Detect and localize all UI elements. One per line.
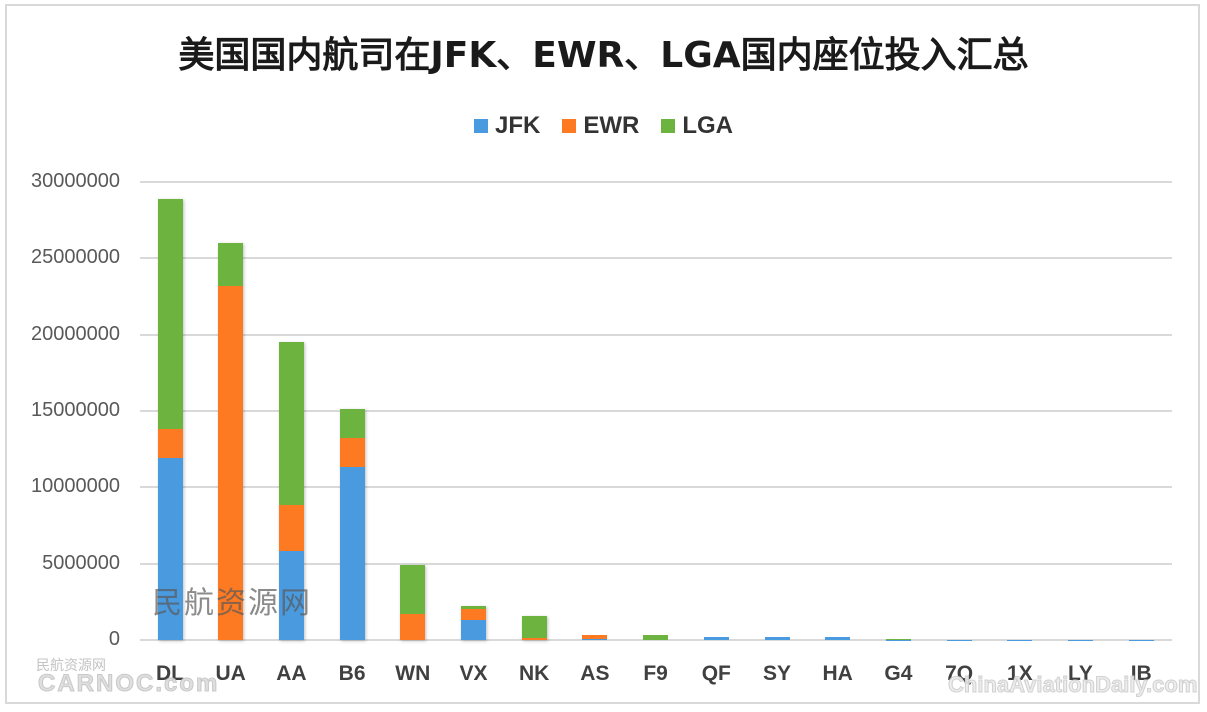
bar-segment-lga	[157, 198, 183, 430]
x-axis-tick-label: 7Q	[945, 662, 974, 685]
chart-legend: JFK EWR LGA	[0, 112, 1207, 140]
bar-segment-jfk	[764, 636, 790, 640]
x-axis-tick-label: HA	[822, 662, 853, 685]
bar-segment-lga	[643, 635, 669, 640]
bar-segment-jfk	[703, 636, 729, 640]
bar-as	[582, 634, 608, 640]
bar-segment-ewr	[278, 504, 304, 552]
bar-sy	[764, 636, 790, 640]
x-axis-tick-label: WN	[395, 662, 431, 685]
bar-segment-lga	[521, 615, 547, 639]
bar-segment-lga	[218, 243, 244, 286]
y-axis-tick-label: 5000000	[42, 551, 120, 574]
bar-segment-ewr	[400, 614, 426, 640]
y-axis-tick-label: 20000000	[31, 322, 120, 345]
bar-segment-jfk	[157, 458, 183, 640]
bar-segment-jfk	[461, 620, 486, 640]
gridline	[140, 410, 1172, 412]
x-axis-tick-label: SY	[762, 662, 791, 685]
x-axis-tick-label: NK	[519, 662, 550, 685]
watermark-center: 民航资源网	[152, 586, 312, 621]
bar-segment-lga	[339, 409, 365, 439]
bar-segment-jfk	[582, 639, 608, 640]
bar-segment-ewr	[461, 609, 486, 621]
y-axis-tick-label: 25000000	[31, 246, 120, 269]
legend-label: LGA	[682, 112, 733, 139]
x-axis-tick-label: G4	[884, 662, 913, 685]
legend-item-lga: LGA	[661, 112, 733, 140]
bar-dl	[157, 198, 183, 640]
bar-segment-jfk	[278, 551, 304, 640]
y-axis-tick-label: 10000000	[31, 475, 120, 498]
bar-segment-jfk	[825, 636, 851, 640]
bar-g4	[885, 639, 911, 640]
bar-segment-ewr	[582, 634, 608, 640]
legend-label: EWR	[583, 112, 640, 139]
legend-swatch-icon	[473, 119, 488, 133]
x-axis-tick-label: IB	[1130, 662, 1152, 685]
x-axis-tick-label: F9	[643, 662, 668, 685]
legend-item-ewr: EWR	[562, 112, 639, 140]
bar-segment-ewr	[339, 438, 365, 468]
bar-f9	[643, 635, 669, 640]
bar-segment-ewr	[521, 638, 547, 640]
watermark-bottom-right: ChinaAviationDaily.com	[947, 672, 1198, 698]
bar-nk	[521, 615, 547, 640]
y-axis-tick-label: 30000000	[31, 170, 120, 192]
watermark-bottom-left-small: 民航资源网	[36, 657, 106, 673]
gridline	[140, 639, 1172, 641]
bar-segment-jfk	[339, 467, 365, 640]
watermark-bottom-left: CARNOC.com	[37, 670, 220, 698]
bar-vx	[461, 606, 486, 640]
y-axis-tick-label: 15000000	[31, 399, 120, 421]
bar-segment-lga	[461, 606, 486, 610]
x-axis-tick-label: LY	[1068, 662, 1093, 685]
x-axis-tick-label: 1X	[1006, 662, 1033, 685]
bar-qf	[703, 636, 729, 640]
x-axis-tick-label: DL	[156, 662, 184, 685]
y-axis-tick-label: 0	[108, 628, 120, 650]
bar-b6	[339, 409, 365, 640]
bar-segment-ewr	[218, 285, 244, 640]
legend-label: JFK	[494, 112, 541, 139]
bar-segment-ewr	[157, 429, 183, 459]
chart-title: 美国国内航司在JFK、EWR、LGA国内座位投入汇总	[178, 35, 1029, 76]
x-axis-tick-label: VX	[459, 662, 488, 685]
gridline	[140, 257, 1172, 260]
bar-ha	[825, 636, 851, 640]
legend-swatch-icon	[661, 119, 676, 133]
x-axis-tick-label: AA	[276, 662, 307, 685]
gridline	[140, 486, 1172, 489]
bar-segment-lga	[278, 342, 304, 505]
gridline	[140, 333, 1172, 336]
x-axis-tick-label: UA	[215, 662, 246, 685]
x-axis-tick-label: QF	[701, 662, 731, 685]
legend-swatch-icon	[562, 119, 577, 133]
bar-ua	[218, 243, 244, 640]
gridline	[140, 181, 1172, 183]
x-axis-tick-label: B6	[338, 662, 366, 685]
bar-aa	[278, 342, 304, 640]
x-axis-tick-label: AS	[580, 662, 610, 685]
chart-frame	[5, 4, 1200, 704]
legend-item-jfk: JFK	[473, 112, 541, 140]
bar-wn	[400, 565, 426, 640]
gridline	[140, 562, 1172, 565]
bar-segment-lga	[400, 565, 426, 615]
